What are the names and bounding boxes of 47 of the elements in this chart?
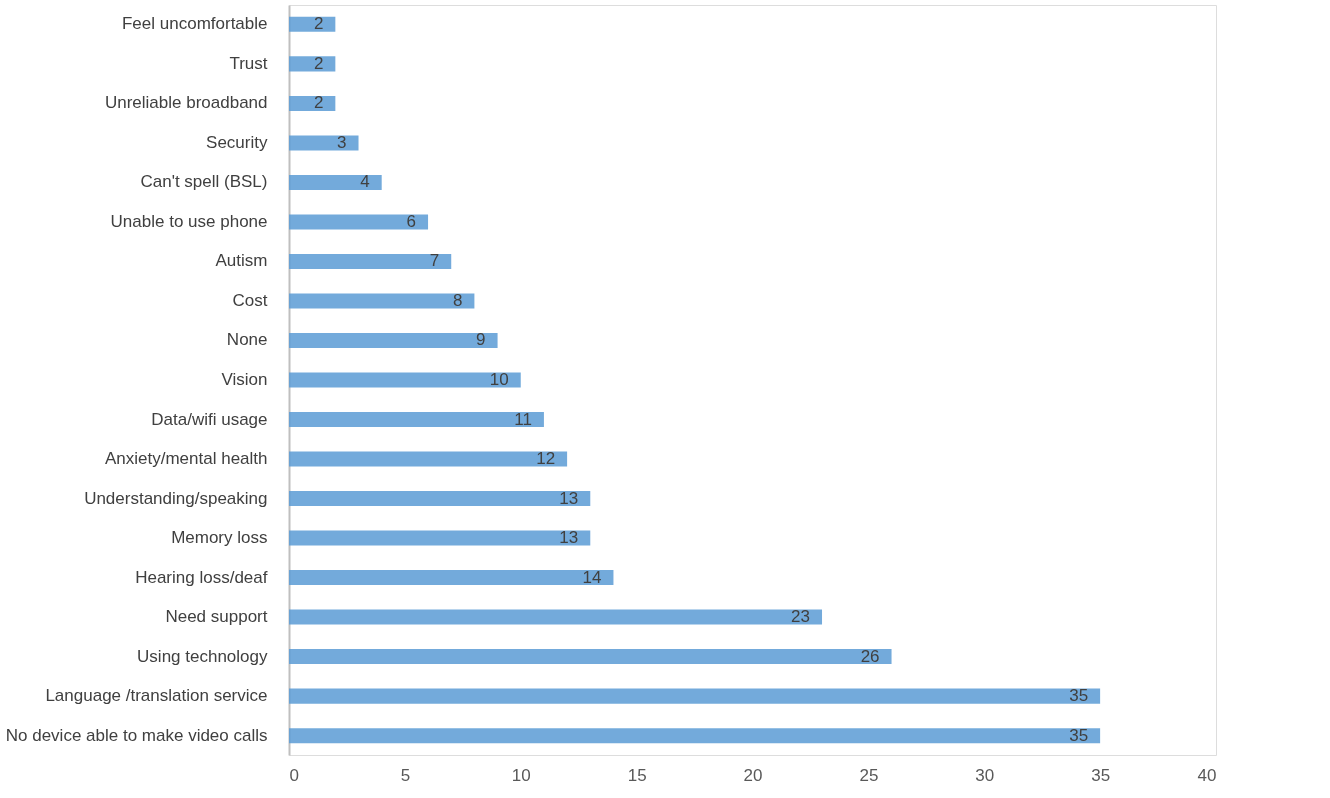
data-label: 2 — [313, 53, 324, 73]
x-tick-label: 25 — [859, 765, 879, 785]
y-tick-label: Language /translation service — [45, 686, 268, 706]
y-tick-label: Security — [206, 132, 268, 152]
y-tick-label: Feel uncomfortable — [121, 14, 268, 34]
y-tick-label: Unreliable broadband — [104, 93, 268, 113]
x-tick-label: 20 — [743, 765, 763, 785]
y-tick-label: Data/wifi usage — [151, 409, 268, 429]
y-tick-label: Vision — [221, 370, 268, 389]
y-tick-label: Cost — [232, 290, 268, 310]
y-tick-label: Can't spell (BSL) — [140, 172, 268, 192]
data-label: 13 — [559, 488, 579, 508]
data-label: 23 — [791, 607, 811, 627]
x-tick-label: 35 — [1091, 765, 1111, 785]
y-tick-label: No device able to make video calls — [5, 725, 268, 745]
x-tick-label: 5 — [400, 765, 411, 785]
x-tick-label: 40 — [1197, 765, 1217, 785]
y-tick-label: Anxiety/mental health — [104, 449, 268, 469]
y-tick-label: Need support — [165, 607, 268, 627]
data-label: 11 — [514, 409, 532, 429]
data-label: 13 — [559, 528, 579, 548]
data-label: 4 — [360, 172, 370, 192]
y-tick-label: Trust — [229, 53, 268, 73]
x-tick-label: 0 — [289, 765, 299, 785]
data-label: 8 — [452, 290, 463, 310]
data-label: 9 — [476, 330, 486, 350]
x-tick-label: 30 — [975, 765, 995, 785]
data-label: 3 — [337, 132, 347, 152]
data-label: 14 — [582, 567, 602, 587]
y-tick-label: Understanding/speaking — [84, 488, 268, 508]
data-label: 26 — [860, 646, 880, 666]
data-label: 7 — [429, 251, 440, 271]
data-label: 10 — [489, 370, 509, 389]
x-tick-label: 15 — [627, 765, 647, 785]
y-tick-label: None — [226, 330, 268, 350]
data-label: 2 — [313, 93, 324, 113]
data-label: 6 — [406, 211, 417, 231]
y-tick-label: Using technology — [137, 646, 268, 666]
y-tick-label: Hearing loss/deaf — [135, 567, 268, 587]
y-tick-label: Memory loss — [171, 528, 268, 548]
y-tick-label: Unable to use phone — [110, 211, 268, 231]
data-label: 2 — [313, 14, 324, 34]
x-tick-label: 10 — [511, 765, 531, 785]
data-label: 12 — [536, 449, 556, 469]
y-tick-label: Autism — [215, 251, 268, 271]
data-label: 35 — [1069, 725, 1089, 745]
data-label: 35 — [1069, 686, 1089, 706]
